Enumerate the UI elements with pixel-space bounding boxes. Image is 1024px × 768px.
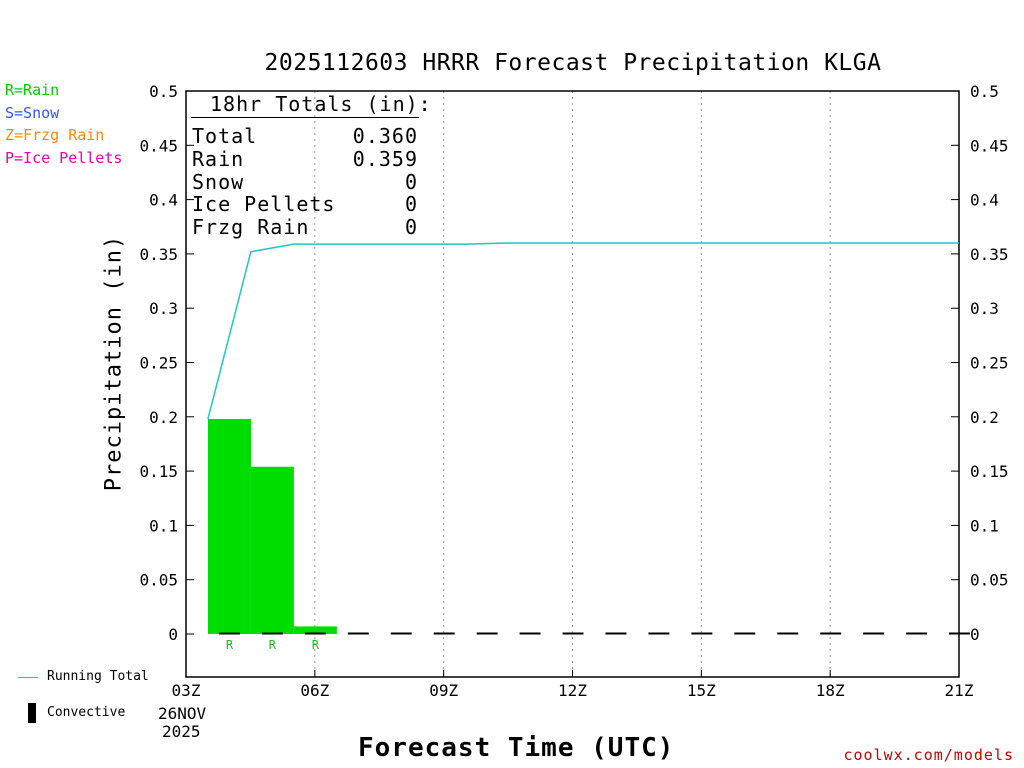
y-tick-label-left: 0.3: [149, 299, 178, 318]
convective-bar: [433, 632, 455, 635]
rain-bar: [250, 466, 294, 634]
y-tick-label-left: 0.35: [139, 245, 178, 264]
y-tick-label-right: 0.35: [970, 245, 1009, 264]
rain-bar: [208, 418, 251, 634]
convective-legend-label: Convective: [47, 705, 126, 720]
convective-bar: [304, 632, 326, 635]
totals-row-value: 0: [404, 192, 418, 216]
y-tick-label-right: 0.5: [970, 82, 999, 101]
convective-bar: [261, 632, 283, 635]
y-tick-label-left: 0.15: [139, 462, 178, 481]
ptype-label: R: [226, 638, 234, 652]
convective-bar: [906, 632, 928, 635]
y-tick-label-left: 0: [168, 625, 178, 644]
x-tick-label: 06Z: [300, 681, 329, 700]
totals-row-label: Frzg Rain: [192, 215, 310, 239]
date-year-label: 2025: [162, 722, 201, 741]
convective-bar: [820, 632, 842, 635]
convective-bar: [562, 632, 584, 635]
y-tick-label-right: 0.45: [970, 136, 1009, 155]
convective-bar: [519, 632, 541, 635]
chart-title: 2025112603 HRRR Forecast Precipitation K…: [264, 50, 882, 76]
date-day-label: 26NOV: [158, 704, 207, 723]
legend-rain: R=Rain: [5, 81, 60, 99]
totals-row-label: Total: [192, 124, 258, 148]
totals-row-label: Rain: [192, 147, 245, 171]
ptype-label: R: [312, 638, 320, 652]
convective-bar: [734, 632, 756, 635]
y-tick-label-left: 0.2: [149, 408, 178, 427]
running-total-legend-line: [18, 677, 38, 678]
convective-bar: [648, 632, 670, 635]
running-total-legend-label: Running Total: [47, 669, 149, 684]
y-tick-label-left: 0.05: [139, 571, 178, 590]
y-tick-label-left: 0.1: [149, 516, 178, 535]
ptype-label: R: [269, 638, 277, 652]
totals-header-underline: [191, 117, 419, 118]
totals-row-value: 0: [404, 170, 418, 194]
running-total-line: [207, 242, 959, 420]
convective-bar: [777, 632, 799, 635]
y-tick-label-right: 0.25: [970, 354, 1009, 373]
convective-bar: [219, 632, 240, 635]
x-tick-label: 09Z: [429, 681, 458, 700]
y-tick-label-right: 0.1: [970, 516, 999, 535]
x-tick-label: 03Z: [172, 681, 201, 700]
x-tick-label: 18Z: [816, 681, 845, 700]
totals-row-value: 0: [404, 215, 418, 239]
y-tick-label-left: 0.5: [149, 82, 178, 101]
rain-bar: [293, 626, 337, 634]
legend-snow: S=Snow: [5, 104, 60, 122]
totals-row-label: Ice Pellets: [192, 192, 336, 216]
convective-legend-swatch: [28, 703, 36, 723]
credit-link[interactable]: coolwx.com/models: [843, 746, 1014, 764]
legend-frzg-rain: Z=Frzg Rain: [5, 126, 105, 144]
y-tick-label-left: 0.45: [139, 136, 178, 155]
legend-ice-pellets: P=Ice Pellets: [5, 149, 123, 167]
totals-row-value: 0.359: [352, 147, 418, 171]
convective-bar: [691, 632, 713, 635]
y-tick-label-right: 0: [970, 625, 980, 644]
convective-bar: [390, 632, 412, 635]
x-axis-label: Forecast Time (UTC): [358, 733, 675, 763]
convective-bar: [605, 632, 627, 635]
totals-header: 18hr Totals (in):: [210, 92, 432, 116]
totals-row-label: Snow: [192, 170, 245, 194]
x-tick-label: 21Z: [945, 681, 974, 700]
y-axis-label: Precipitation (in): [101, 234, 127, 492]
y-tick-label-left: 0.4: [149, 191, 178, 210]
y-tick-label-right: 0.15: [970, 462, 1009, 481]
totals-row-value: 0.360: [352, 124, 418, 148]
convective-bar: [476, 632, 498, 635]
y-tick-label-right: 0.4: [970, 191, 999, 210]
x-tick-label: 15Z: [687, 681, 716, 700]
x-tick-label: 12Z: [558, 681, 587, 700]
y-tick-label-right: 0.3: [970, 299, 999, 318]
y-tick-label-right: 0.2: [970, 408, 999, 427]
y-tick-label-left: 0.25: [139, 354, 178, 373]
convective-bar: [347, 632, 369, 635]
convective-bar: [863, 632, 885, 635]
y-tick-label-right: 0.05: [970, 571, 1009, 590]
